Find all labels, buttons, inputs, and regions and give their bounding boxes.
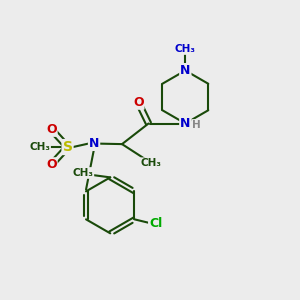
Text: N: N xyxy=(180,117,190,130)
Text: O: O xyxy=(46,158,57,171)
Text: H: H xyxy=(192,120,201,130)
Text: O: O xyxy=(46,123,57,136)
Text: CH₃: CH₃ xyxy=(175,44,196,54)
Text: O: O xyxy=(133,96,143,109)
Text: CH₃: CH₃ xyxy=(72,168,93,178)
Text: N: N xyxy=(89,137,99,150)
Text: N: N xyxy=(180,64,190,77)
Text: CH₃: CH₃ xyxy=(141,158,162,168)
Text: CH₃: CH₃ xyxy=(29,142,50,152)
Text: S: S xyxy=(63,140,73,154)
Text: Cl: Cl xyxy=(149,217,162,230)
